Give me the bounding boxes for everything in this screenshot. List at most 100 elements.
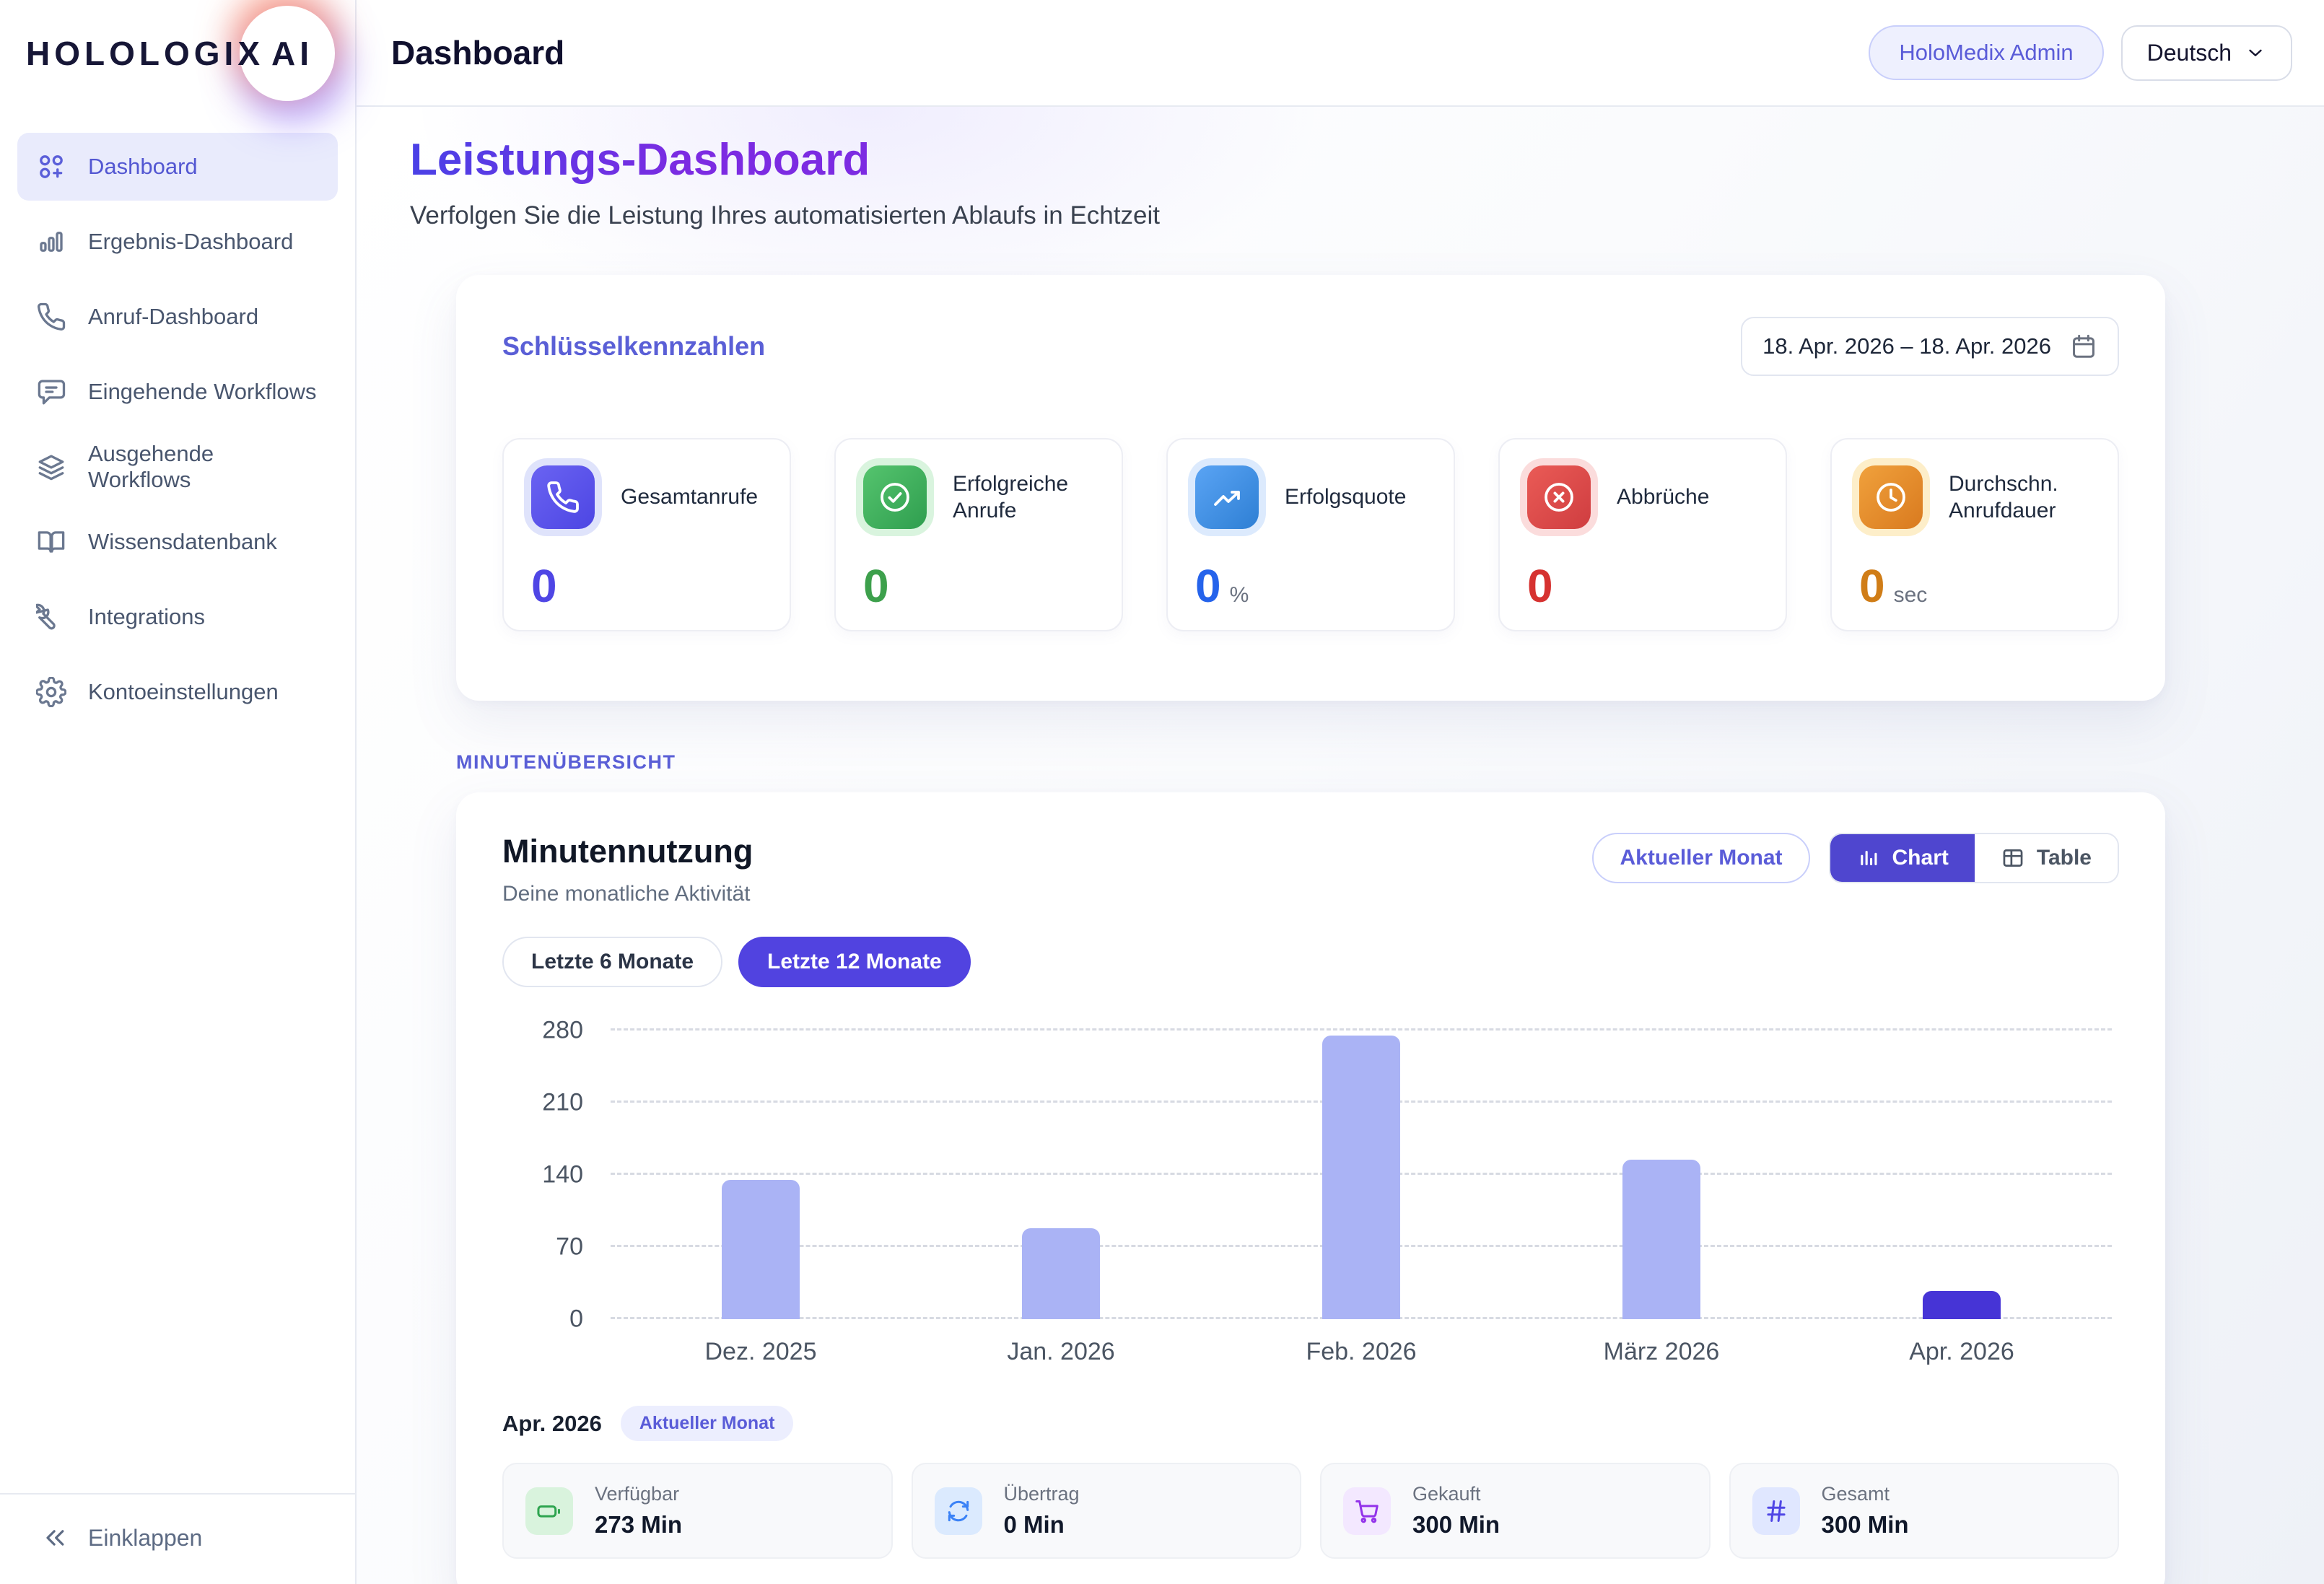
logo-text: HOLOLOGIX: [26, 35, 264, 72]
language-label: Deutsch: [2146, 39, 2232, 66]
sidebar-item-ausgehende-workflows[interactable]: Ausgehende Workflows: [17, 433, 338, 501]
layers-icon: [36, 452, 66, 482]
metric-card-gesamtanrufe: Gesamtanrufe 0: [502, 438, 791, 631]
sidebar-item-kontoeinstellungen[interactable]: Kontoeinstellungen: [17, 658, 338, 726]
chart-table-toggle: Chart Table: [1828, 833, 2119, 883]
summary-tile-verf-gbar: Verfügbar 273 Min: [502, 1463, 893, 1559]
clock-icon: [1859, 465, 1923, 529]
sidebar-item-label: Dashboard: [88, 154, 198, 179]
tile-value: 300 Min: [1412, 1511, 1500, 1538]
gridline-280: 280: [542, 1017, 2112, 1044]
apps-icon: [36, 152, 66, 182]
metric-value: 0: [1527, 560, 1553, 612]
metric-card-erfolgreiche-anrufe: Erfolgreiche Anrufe 0: [834, 438, 1123, 631]
bar-jan-2026: [1022, 1228, 1100, 1319]
page-title: Leistungs-Dashboard: [410, 135, 870, 185]
logo-suffix: AI: [271, 35, 313, 72]
filter-letzte-6-monate[interactable]: Letzte 6 Monate: [502, 937, 723, 987]
sidebar-item-eingehende-workflows[interactable]: Eingehende Workflows: [17, 358, 338, 426]
date-range-picker[interactable]: 18. Apr. 2026 – 18. Apr. 2026: [1741, 317, 2119, 376]
sidebar: HOLOLOGIX AI Dashboard Ergebnis-Dashboar…: [0, 0, 357, 1584]
wrench-icon: [36, 602, 66, 632]
metric-value: 0: [531, 560, 557, 612]
tile-label: Gekauft: [1412, 1483, 1481, 1505]
chart-bars-icon: [1856, 846, 1881, 870]
logo-glow-orb: [240, 6, 335, 101]
metric-card-abbr-che: Abbrüche 0: [1498, 438, 1787, 631]
topbar: Dashboard HoloMedix Admin Deutsch: [357, 0, 2324, 107]
filter-label: Letzte 6 Monate: [531, 950, 694, 973]
view-toggle-table[interactable]: Table: [1974, 834, 2118, 882]
sidebar-item-label: Ergebnis-Dashboard: [88, 229, 294, 254]
view-toggle-chart[interactable]: Chart: [1830, 834, 1975, 882]
date-range-value: 18. Apr. 2026 – 18. Apr. 2026: [1762, 333, 2051, 359]
summary-tile-gekauft: Gekauft 300 Min: [1320, 1463, 1711, 1559]
current-month-button[interactable]: Aktueller Monat: [1592, 833, 1810, 883]
sidebar-footer: Einklappen: [0, 1493, 355, 1584]
key-metrics-title: Schlüsselkennzahlen: [502, 331, 766, 361]
chat-icon: [36, 377, 66, 407]
account-badge[interactable]: HoloMedix Admin: [1869, 25, 2104, 80]
bar-m-rz-2026: [1622, 1159, 1700, 1319]
logo: HOLOLOGIX AI: [0, 0, 355, 107]
page-subtitle: Verfolgen Sie die Leistung Ihres automat…: [410, 201, 1160, 229]
minutes-bar-chart: 0 70 140 210 280 Dez. 2025 Jan. 2026 Feb. 2026 M…: [502, 1017, 2119, 1381]
x-axis-label: Apr. 2026: [1909, 1338, 2014, 1365]
metric-value: 0: [863, 560, 889, 612]
minutes-card: Minutennutzung Deine monatliche Aktivitä…: [456, 792, 2165, 1584]
footer-month-badge: Aktueller Monat: [620, 1406, 794, 1441]
filter-letzte-12-monate[interactable]: Letzte 12 Monate: [738, 937, 971, 987]
sidebar-item-ergebnis-dashboard[interactable]: Ergebnis-Dashboard: [17, 208, 338, 276]
x-axis-label: Jan. 2026: [1007, 1338, 1115, 1365]
content: Leistungs-Dashboard Verfolgen Sie die Le…: [357, 107, 2324, 1584]
metric-label: Erfolgreiche Anrufe: [953, 471, 1069, 523]
x-axis-label: Dez. 2025: [704, 1338, 817, 1365]
x-circle-icon: [1527, 465, 1591, 529]
filter-label: Letzte 12 Monate: [767, 950, 942, 973]
minutes-title: Minutennutzung: [502, 833, 753, 870]
metric-label: Abbrüche: [1617, 485, 1710, 509]
minutes-summary-tiles: Verfügbar 273 Min Übertrag 0 Min Gekauft…: [502, 1463, 2119, 1559]
summary-tile-gesamt: Gesamt 300 Min: [1729, 1463, 2119, 1559]
topbar-title: Dashboard: [391, 34, 565, 71]
chart-plot-area: 0 70 140 210 280 Dez. 2025 Jan. 2026 Feb. 2026 M…: [542, 1017, 2112, 1365]
metric-unit: sec: [1893, 583, 1928, 607]
collapse-label: Einklappen: [88, 1524, 203, 1551]
range-filters: Letzte 6 Monate Letzte 12 Monate: [502, 937, 2119, 987]
table-grid-icon: [2001, 846, 2025, 870]
bar-dez-2025: [722, 1180, 800, 1319]
x-axis-label: März 2026: [1603, 1338, 1720, 1365]
phone-solid-icon: [531, 465, 595, 529]
check-circle-icon: [863, 465, 927, 529]
metric-card-erfolgsquote: Erfolgsquote 0 %: [1166, 438, 1455, 631]
summary-tile--bertrag: Übertrag 0 Min: [911, 1463, 1301, 1559]
chevron-down-icon: [2245, 42, 2266, 64]
sidebar-item-wissensdatenbank[interactable]: Wissensdatenbank: [17, 508, 338, 576]
metric-label: Erfolgsquote: [1285, 485, 1407, 509]
collapse-icon: [40, 1523, 69, 1552]
collapse-sidebar-button[interactable]: Einklappen: [17, 1516, 338, 1559]
calendar-icon: [2070, 333, 2097, 360]
metric-unit: %: [1229, 583, 1249, 607]
sidebar-item-anruf-dashboard[interactable]: Anruf-Dashboard: [17, 283, 338, 351]
footer-month-label: Apr. 2026: [502, 1410, 602, 1436]
bar-apr-2026: [1923, 1291, 2001, 1319]
trend-up-icon: [1195, 465, 1259, 529]
metric-value: 0: [1859, 560, 1885, 612]
tile-value: 273 Min: [595, 1511, 683, 1538]
tile-label: Gesamt: [1821, 1483, 1890, 1505]
sidebar-item-label: Eingehende Workflows: [88, 379, 317, 404]
sidebar-item-label: Anruf-Dashboard: [88, 304, 259, 329]
language-selector[interactable]: Deutsch: [2120, 25, 2292, 81]
sidebar-item-label: Integrations: [88, 604, 205, 629]
sidebar-item-integrations[interactable]: Integrations: [17, 583, 338, 651]
hash-icon: [1752, 1487, 1800, 1535]
metric-card-durchschn-anrufdauer: Durchschn. Anrufdauer 0 sec: [1830, 438, 2119, 631]
y-axis-tick: 210: [542, 1088, 583, 1116]
y-axis-tick: 0: [569, 1305, 583, 1333]
view-toggle-label: Table: [2036, 846, 2092, 870]
sidebar-item-dashboard[interactable]: Dashboard: [17, 133, 338, 201]
cart-icon: [1343, 1487, 1391, 1535]
book-icon: [36, 527, 66, 557]
